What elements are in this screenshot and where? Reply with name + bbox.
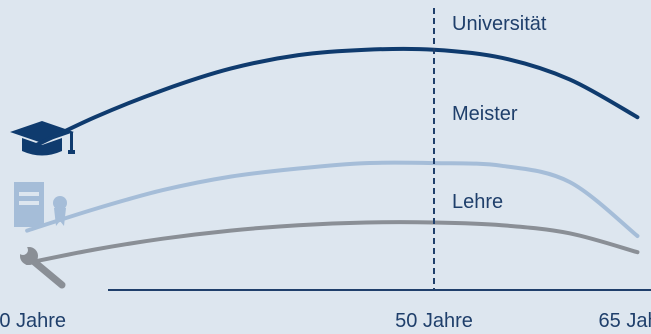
series-label: Universität <box>452 13 547 35</box>
series-line-universit-t <box>25 46 640 152</box>
x-tick-label: 50 Jahre <box>395 310 473 332</box>
x-tick-label: 20 Jahre <box>0 310 66 332</box>
series-layer <box>25 8 640 290</box>
wrench-icon <box>18 245 66 289</box>
x-axis: 20 Jahre 50 Jahre 65 Jahre <box>0 289 651 332</box>
x-tick-label: 65 Jahre <box>599 310 651 332</box>
series-line-lehre <box>25 220 640 265</box>
graduation-cap-icon <box>10 121 75 156</box>
series-label: Meister <box>452 103 518 125</box>
certificate-document-icon <box>14 182 67 227</box>
series-line-meister <box>25 160 640 238</box>
series-labels: Universität Meister Lehre <box>452 13 547 213</box>
series-label: Lehre <box>452 191 503 213</box>
